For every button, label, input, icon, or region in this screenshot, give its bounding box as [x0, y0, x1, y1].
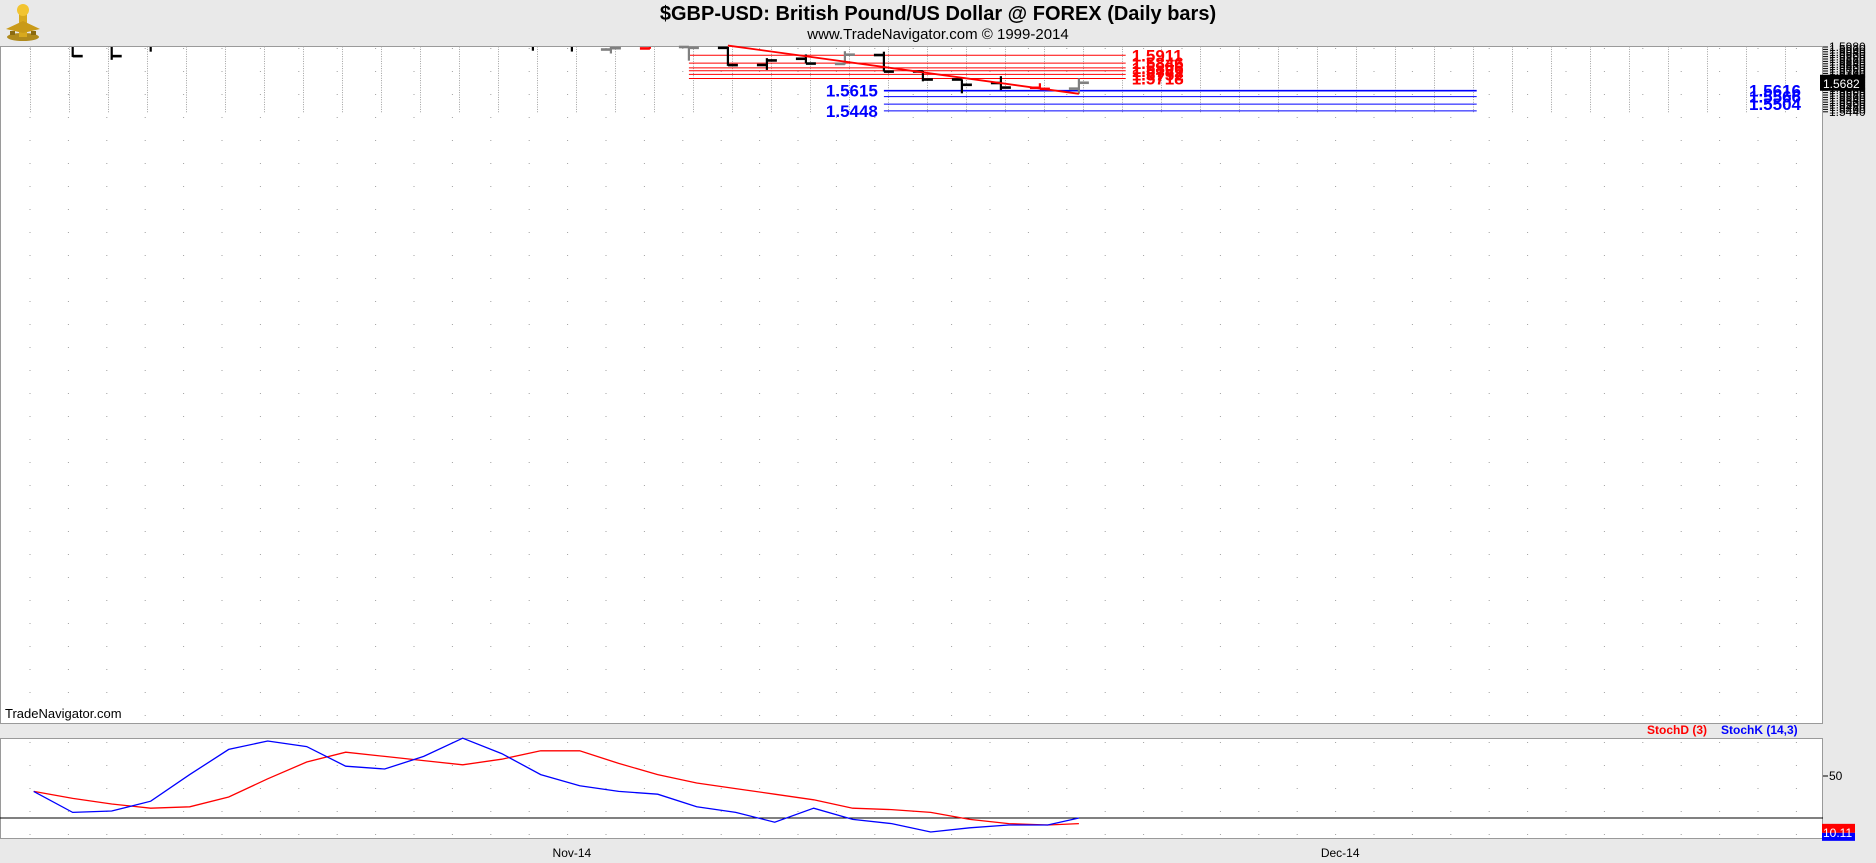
price-tick-label: 1.5460: [1829, 102, 1866, 116]
price-tick-label: 1.5920: [1829, 47, 1866, 61]
red-level-label: 1.5718: [1132, 69, 1184, 88]
chart-subtitle: www.TradeNavigator.com © 1999-2014: [807, 26, 1069, 43]
price-tick-label: 1.5940: [1829, 45, 1866, 59]
stoch-series-line: [33, 737, 1080, 833]
ohlc-bar: [71, 47, 83, 58]
ohlc-bar: [717, 46, 738, 67]
last-price-box: [1820, 74, 1865, 91]
price-tick-label: 1.5500: [1829, 98, 1866, 112]
price-axis: 1.59801.59601.59401.59201.59001.58801.58…: [1820, 40, 1866, 119]
price-tick-label: 1.5800: [1829, 62, 1866, 76]
last-price-label: 1.5682: [1823, 77, 1860, 91]
price-tick-label: 1.5440: [1829, 105, 1866, 119]
price-tick-label: 1.5480: [1829, 100, 1866, 114]
date-axis: Nov-14 Dec-14: [553, 846, 1360, 860]
stoch-last-box-top: [1822, 823, 1855, 833]
price-tick-label: 1.5780: [1829, 64, 1866, 78]
legend-stochk: StochK (14,3): [1721, 723, 1798, 737]
price-panel-background: [0, 46, 1823, 724]
red-level-label: 1.5806: [1132, 59, 1184, 78]
date-label: Nov-14: [553, 846, 592, 860]
blue-level-left-label: 1.5615: [826, 82, 878, 101]
price-tick-label: 1.5880: [1829, 52, 1866, 66]
legend-stochd: StochD (3): [1647, 723, 1707, 737]
stoch-series-line: [33, 750, 1079, 826]
price-tick-label: 1.5560: [1829, 90, 1866, 104]
watermark: TradeNavigator.com: [5, 706, 122, 721]
price-tick-label: 1.5900: [1829, 50, 1866, 64]
stoch-panel-background: [0, 738, 1823, 839]
ohlc-bar: [1068, 78, 1089, 94]
stoch-panel-border: [0, 738, 1823, 839]
ohlc-bar: [756, 58, 777, 70]
trendline-segment: [727, 44, 1080, 95]
chart-header: $GBP-USD: British Pound/US Dollar @ FORE…: [0, 0, 1876, 46]
date-label: Dec-14: [1321, 846, 1360, 860]
price-tick-label: 1.5960: [1829, 42, 1866, 56]
ohlc-bar: [639, 47, 652, 50]
price-tick-label: 1.5540: [1829, 93, 1866, 107]
trendline: [727, 44, 1080, 95]
blue-level-right-label: 1.5616: [1749, 82, 1801, 101]
ohlc-bar: [873, 51, 894, 73]
stochastic-panel: 50 StochD (3) StochK (14,3) 10.11: [0, 723, 1855, 841]
blue-level-right-label: 1.5566: [1749, 88, 1801, 107]
red-level-label: 1.5782: [1132, 62, 1184, 81]
blue-level-right-label: 1.5504: [1749, 95, 1802, 114]
price-tick-label: 1.5820: [1829, 59, 1866, 73]
chart-title: $GBP-USD: British Pound/US Dollar @ FORE…: [659, 3, 1217, 25]
price-tick-label: 1.5860: [1829, 54, 1866, 68]
red-level-label: 1.5752: [1132, 65, 1184, 84]
red-level-label: 1.5911: [1132, 46, 1183, 65]
ohlc-bar: [600, 46, 621, 54]
ohlc-bar: [110, 47, 122, 60]
price-tick-label: 1.5980: [1829, 40, 1866, 54]
price-tick-label: 1.5520: [1829, 95, 1866, 109]
ohlc-bar: [951, 78, 972, 94]
blue-level-left-label: 1.5448: [826, 102, 878, 121]
price-tick-label: 1.5580: [1829, 88, 1866, 102]
price-panel-border: [0, 46, 1823, 724]
red-level-label: 1.5846: [1132, 54, 1184, 73]
trade-navigator-logo-icon: [2, 1, 44, 43]
ohlc-bar: [678, 45, 699, 61]
stoch-last-label: 10.11: [1823, 826, 1852, 840]
price-tick-label: 1.5840: [1829, 57, 1866, 71]
stoch-tick-label: 50: [1829, 769, 1843, 783]
stoch-last-box-bottom: [1822, 832, 1855, 841]
